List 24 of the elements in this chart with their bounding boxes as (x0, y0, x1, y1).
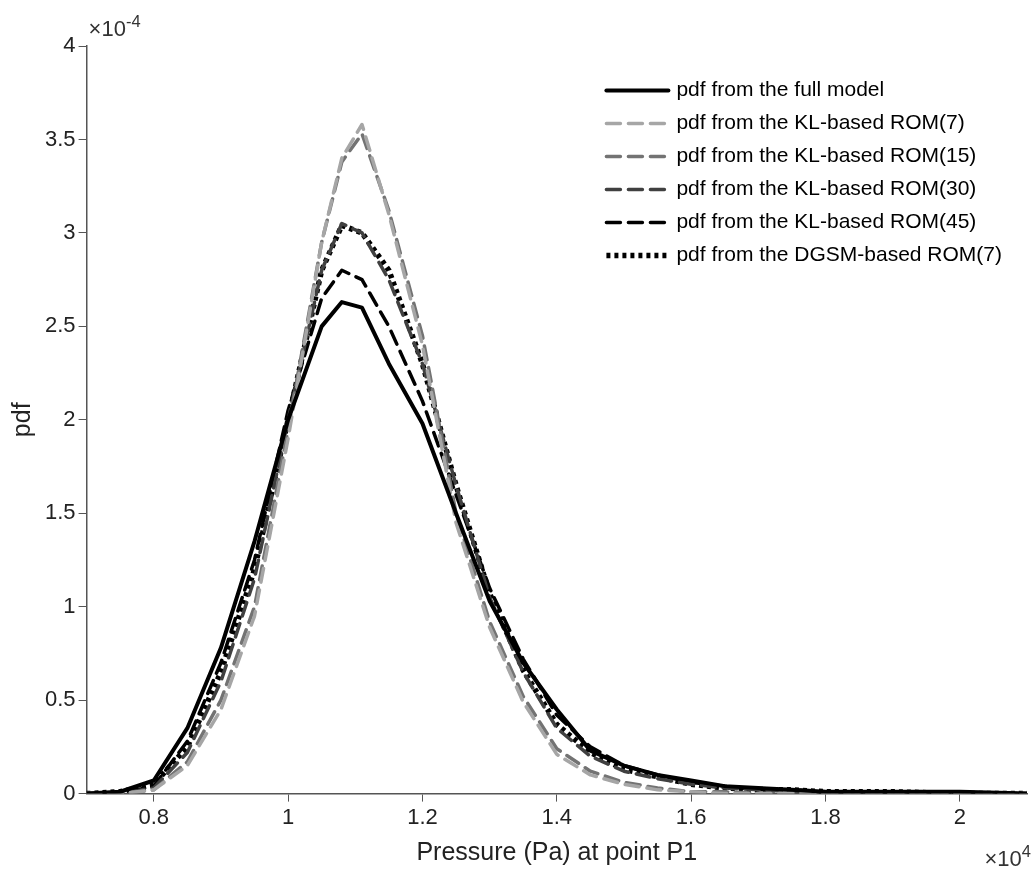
y-tick-label: 0.5 (44, 686, 76, 712)
y-tick-label: 1 (63, 592, 76, 618)
y-tick-label: 3.5 (44, 125, 76, 151)
x-tick-label: 1.2 (407, 803, 438, 829)
legend-label: pdf from the KL-based ROM(45) (676, 209, 977, 233)
x-tick-label: 1.8 (810, 803, 841, 829)
x-tick-label: 1.4 (541, 803, 573, 829)
y-tick-label: 0 (63, 779, 76, 805)
legend-label: pdf from the KL-based ROM(7) (676, 110, 965, 134)
y-tick-label: 4 (63, 32, 76, 58)
y-tick-label: 3 (63, 218, 76, 244)
y-tick-label: 1.5 (44, 499, 76, 525)
x-tick-label: 0.8 (138, 803, 170, 829)
y-axis-title: pdf (6, 402, 35, 438)
x-tick-label: 2 (953, 803, 966, 829)
y-tick-label: 2.5 (44, 312, 76, 338)
legend-label: pdf from the full model (676, 77, 885, 101)
x-tick-label: 1 (281, 803, 295, 829)
x-axis-title: Pressure (Pa) at point P1 (416, 836, 698, 865)
legend-label: pdf from the DGSM-based ROM(7) (676, 242, 1002, 266)
y-tick-label: 2 (63, 405, 76, 431)
legend-label: pdf from the KL-based ROM(30) (676, 176, 977, 200)
legend-label: pdf from the KL-based ROM(15) (676, 143, 977, 167)
x-tick-label: 1.6 (675, 803, 707, 829)
